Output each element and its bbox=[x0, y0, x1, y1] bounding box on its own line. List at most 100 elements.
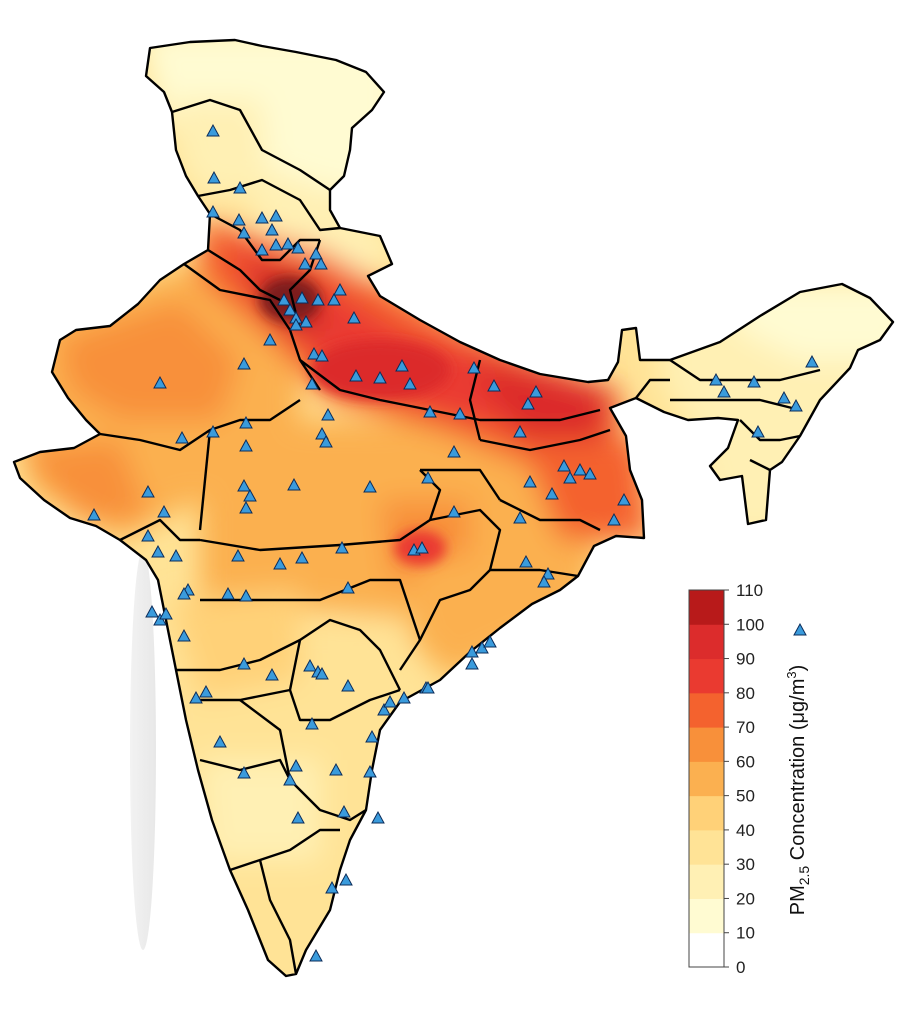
colorbar-tick-label: 30 bbox=[736, 855, 755, 874]
station-triangle bbox=[289, 317, 303, 331]
station-triangle bbox=[573, 462, 587, 476]
station-triangle bbox=[314, 256, 328, 270]
station-triangle bbox=[421, 470, 435, 484]
colorbar-swatches bbox=[689, 590, 724, 968]
station-triangle bbox=[269, 208, 283, 222]
station-triangle bbox=[299, 314, 313, 328]
station-triangle bbox=[717, 384, 731, 398]
station-triangle bbox=[232, 212, 246, 226]
colorbar-tick-label: 100 bbox=[736, 615, 764, 634]
colorbar-tick-label: 40 bbox=[736, 821, 755, 840]
station-triangle bbox=[169, 548, 183, 562]
station-triangle bbox=[237, 225, 251, 239]
colorbar-band-2 bbox=[689, 864, 724, 899]
station-triangle bbox=[789, 398, 803, 412]
station-triangle bbox=[298, 256, 312, 270]
colorbar-tick-label: 20 bbox=[736, 889, 755, 908]
title-pm: PM bbox=[787, 885, 809, 915]
station-triangle bbox=[709, 372, 723, 386]
station-triangle bbox=[397, 690, 411, 704]
station-triangle bbox=[383, 694, 397, 708]
station-triangle bbox=[805, 354, 819, 368]
station-triangle bbox=[213, 734, 227, 748]
station-triangle bbox=[341, 678, 355, 692]
title-end: ) bbox=[787, 665, 809, 672]
station-triangle bbox=[793, 622, 807, 636]
colorbar-tick-label: 70 bbox=[736, 718, 755, 737]
station-triangle bbox=[237, 478, 251, 492]
colorbar-tick-label: 10 bbox=[736, 924, 755, 943]
station-triangle bbox=[305, 716, 319, 730]
station-triangle bbox=[563, 470, 577, 484]
station-triangle bbox=[87, 507, 101, 521]
colorbar-tick-label: 60 bbox=[736, 752, 755, 771]
station-triangle bbox=[447, 504, 461, 518]
station-triangle bbox=[277, 292, 291, 306]
station-triangle bbox=[617, 492, 631, 506]
station-triangle bbox=[325, 880, 339, 894]
station-triangle bbox=[283, 302, 297, 316]
station-triangle bbox=[529, 384, 543, 398]
colorbar-ticks: 0 10 20 30 40 50 60 70 80 90 100 110 bbox=[724, 581, 764, 977]
station-triangle bbox=[453, 406, 467, 420]
colorbar-tick-label: 110 bbox=[736, 581, 763, 600]
station-triangle bbox=[311, 292, 325, 306]
station-triangle bbox=[465, 656, 479, 670]
station-triangle bbox=[315, 426, 329, 440]
station-triangle bbox=[607, 512, 621, 526]
station-triangle bbox=[403, 376, 417, 390]
station-triangle bbox=[341, 580, 355, 594]
station-triangle bbox=[513, 510, 527, 524]
station-triangle bbox=[513, 424, 527, 438]
station-triangle bbox=[307, 346, 321, 360]
station-triangle bbox=[371, 810, 385, 824]
station-triangle bbox=[309, 246, 323, 260]
station-triangle bbox=[237, 356, 251, 370]
station-triangle bbox=[305, 376, 319, 390]
station-triangle bbox=[289, 758, 303, 772]
station-triangle bbox=[315, 666, 329, 680]
station-triangle bbox=[239, 588, 253, 602]
station-triangle bbox=[151, 544, 165, 558]
station-triangle bbox=[273, 556, 287, 570]
station-triangle bbox=[583, 466, 597, 480]
station-triangle bbox=[291, 240, 305, 254]
station-triangle bbox=[519, 554, 533, 568]
station-triangle bbox=[395, 358, 409, 372]
colorbar-band-10 bbox=[689, 590, 724, 625]
station-triangle bbox=[423, 404, 437, 418]
station-triangle bbox=[329, 762, 343, 776]
station-triangle bbox=[557, 458, 571, 472]
boundaries bbox=[12, 38, 895, 978]
station-triangle bbox=[321, 407, 335, 421]
station-triangle bbox=[483, 634, 497, 648]
station-triangle bbox=[145, 604, 159, 618]
station-triangle bbox=[189, 690, 203, 704]
colorbar-frame bbox=[688, 589, 725, 968]
station-triangle bbox=[319, 434, 333, 448]
station-triangle bbox=[335, 540, 349, 554]
monitoring-stations bbox=[87, 123, 819, 962]
station-triangle bbox=[421, 680, 435, 694]
colorbar-band-5 bbox=[689, 761, 724, 797]
station-triangle bbox=[365, 729, 379, 743]
station-triangle bbox=[447, 444, 461, 458]
station-triangle bbox=[339, 872, 353, 886]
station-triangle bbox=[281, 236, 295, 250]
station-triangle bbox=[177, 586, 191, 600]
colorbar-band-3 bbox=[689, 829, 724, 865]
station-triangle bbox=[206, 204, 220, 218]
station-triangle bbox=[747, 374, 761, 388]
colorbar-tick-label: 0 bbox=[736, 958, 745, 977]
colorbar-tick-label: 50 bbox=[736, 787, 755, 806]
station-triangle bbox=[153, 375, 167, 389]
station-triangle bbox=[269, 237, 283, 251]
station-triangle bbox=[239, 415, 253, 429]
station-triangle bbox=[207, 170, 221, 184]
station-triangle bbox=[363, 479, 377, 493]
station-triangle bbox=[521, 396, 535, 410]
station-triangle bbox=[523, 474, 537, 488]
india-boundary bbox=[12, 38, 895, 978]
station-triangle bbox=[373, 370, 387, 384]
colorbar-band-9 bbox=[689, 624, 724, 660]
